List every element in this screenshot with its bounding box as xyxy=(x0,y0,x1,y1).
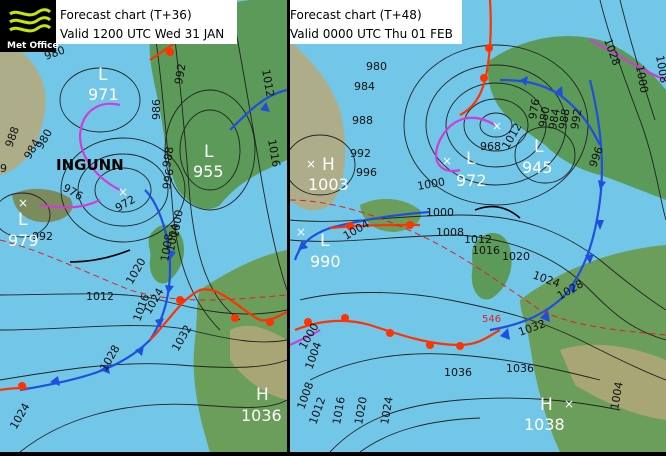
pressure-centres-right: H 1003 L 972 L 945 L 990 H 1038 × × × × … xyxy=(296,119,574,434)
isobars-right xyxy=(290,0,666,452)
high-centre-value: 1003 xyxy=(308,175,349,194)
low-centre-value: 979 xyxy=(8,231,39,250)
isobar-label: 980 xyxy=(536,106,552,129)
low-centre-value: 971 xyxy=(88,85,119,104)
isobar-label: 984 xyxy=(354,80,375,93)
low-centre-letter: L xyxy=(466,149,476,169)
greenland-land xyxy=(0,40,46,175)
thickness-line-right xyxy=(290,199,666,336)
isobar-label: 9 xyxy=(0,162,7,175)
warm-front-semicircles-right xyxy=(304,44,493,350)
cold-front-north-left xyxy=(229,88,287,131)
isobar-label: 1016 xyxy=(472,244,500,257)
isobar-label: 992 xyxy=(568,108,584,131)
isobars-left xyxy=(0,0,287,452)
high-centre-letter: H xyxy=(540,395,553,415)
low-centre-letter: L xyxy=(320,231,330,251)
isobar-label: 1000 xyxy=(168,209,186,239)
met-office-logo-swirl xyxy=(9,8,52,33)
occluded-front-right xyxy=(290,39,666,346)
isobar-label: 1008 xyxy=(436,226,464,239)
high-centre-letter: H xyxy=(256,385,269,405)
low-centre-value: 945 xyxy=(522,158,553,177)
uk-land xyxy=(148,224,185,284)
isobar-label: 1000 xyxy=(426,206,454,219)
chart-forecast-title-right: Forecast chart (T+48) xyxy=(290,8,422,22)
trough-right xyxy=(474,205,521,219)
panel-divider xyxy=(287,0,290,452)
low-centre-cross: × xyxy=(118,185,128,199)
chart-header-right xyxy=(290,0,462,44)
isobar-label: 988 xyxy=(160,146,176,169)
isobar-label: 976 xyxy=(526,98,542,121)
low-centre-letter: L xyxy=(18,210,28,230)
isobar-label: 992 xyxy=(172,63,188,86)
isobar-label: 1024 xyxy=(378,396,396,426)
isobar-label: 1016 xyxy=(265,138,283,168)
europe-mountains xyxy=(560,344,666,420)
storm-name-label: INGUNN xyxy=(56,156,124,174)
isobar-label: 1020 xyxy=(352,396,370,426)
low-centre-value: 972 xyxy=(456,171,487,190)
warm-front-semicircles-left xyxy=(18,48,274,390)
uk-land xyxy=(471,233,512,300)
isobar-label: 996 xyxy=(356,166,377,179)
isobar-label: 992 xyxy=(350,147,371,160)
isobar-label: 1016 xyxy=(330,396,348,426)
isobar-label: 1008 xyxy=(158,233,176,263)
isobar-label: 1000 xyxy=(416,175,446,193)
isobar-label: 986 xyxy=(150,99,163,120)
chart-valid-time-right: Valid 0000 UTC Thu 01 FEB xyxy=(290,27,453,41)
isobar-label: 988 xyxy=(556,108,572,131)
low-centre-letter: L xyxy=(534,137,544,157)
isobar-label: 1012 xyxy=(259,68,277,98)
chart-forecast-title-left: Forecast chart (T+36) xyxy=(60,8,192,22)
centre-cross: × xyxy=(296,225,306,239)
map-panel-right: 546 980 984 988 992 996 1000 1008 1012 1… xyxy=(290,0,666,452)
isobar-label: 1020 xyxy=(502,250,530,263)
isobar-label: 1036 xyxy=(444,366,472,379)
europe-mountains xyxy=(230,325,287,400)
high-centre-value: 1038 xyxy=(524,415,565,434)
low-centre-value: 955 xyxy=(193,162,224,181)
high-centre-letter: H xyxy=(322,155,335,175)
scandinavia-land xyxy=(149,0,287,210)
warm-front-left xyxy=(0,288,287,392)
isobar-label: 1036 xyxy=(506,362,534,375)
centre-pressure-label: 968 xyxy=(480,140,501,153)
isobar-label: 1004 xyxy=(164,223,182,253)
centre-cross: × xyxy=(442,154,452,168)
met-office-logo-text: Met Office xyxy=(7,41,59,51)
centre-cross: × xyxy=(564,397,574,411)
cold-front-left xyxy=(19,189,172,392)
chart-valid-time-left: Valid 1200 UTC Wed 31 JAN xyxy=(60,27,224,41)
cold-front-triangles-left xyxy=(50,102,270,386)
low-centre-letter: L xyxy=(98,65,108,85)
thickness-label: 546 xyxy=(482,314,501,325)
low-centre-value: 990 xyxy=(310,252,341,271)
high-centre-value: 1036 xyxy=(241,406,282,425)
isobar-label: 988 xyxy=(352,114,373,127)
map-panel-left: 980 992 1012 1016 986 988 988 984 980 97… xyxy=(0,0,287,452)
centre-cross: × xyxy=(492,119,502,133)
isobar-label: 996 xyxy=(160,168,176,191)
isobar-label: 984 xyxy=(546,108,562,131)
isobar-label: 1000 xyxy=(633,64,651,94)
low-centre-letter: L xyxy=(204,142,214,162)
trough-left xyxy=(69,249,131,263)
isobar-label: 1012 xyxy=(86,290,114,303)
greenland-land xyxy=(290,40,346,211)
occluded-front-left xyxy=(39,102,121,209)
scandinavia-land xyxy=(487,36,666,200)
thickness-line-left xyxy=(0,239,287,301)
isobar-label: 1004 xyxy=(608,381,626,411)
chart-header-left xyxy=(55,0,237,44)
isobar-label: 980 xyxy=(366,60,387,73)
low-centre-cross: × xyxy=(18,196,28,210)
isobar-label: 1012 xyxy=(464,233,492,246)
isobar-label: 992 xyxy=(32,230,53,243)
centre-cross: × xyxy=(306,157,316,171)
